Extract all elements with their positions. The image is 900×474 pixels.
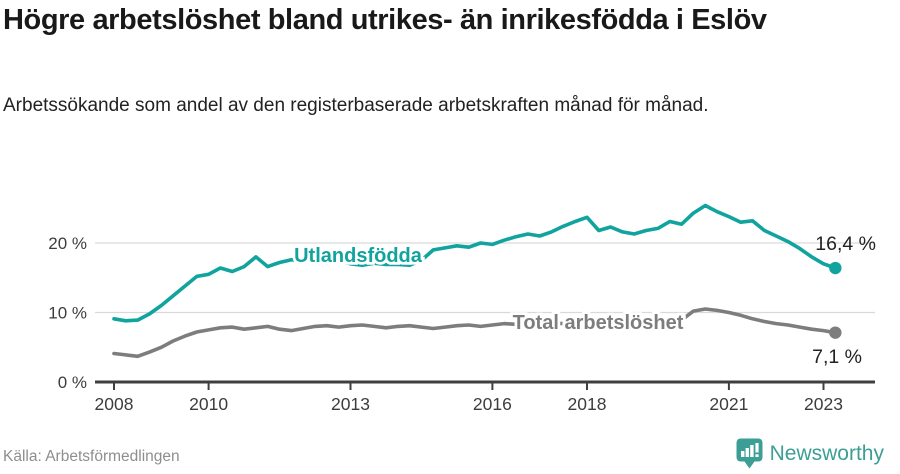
x-tick-label: 2016 <box>473 394 512 414</box>
series-label-utlandsfodda: Utlandsfödda <box>294 245 423 267</box>
page-subtitle: Arbetssökande som andel av den registerb… <box>3 95 709 116</box>
source-note: Källa: Arbetsförmedlingen <box>3 448 180 465</box>
page-title: Högre arbetslöshet bland utrikes- än inr… <box>3 4 767 36</box>
x-tick-label: 2008 <box>95 394 134 414</box>
x-tick-label: 2010 <box>189 394 228 414</box>
series-end-dot-total <box>829 326 842 339</box>
y-tick-label: 10 % <box>48 304 87 323</box>
y-tick-label: 20 % <box>48 234 87 253</box>
bar-chart-bar-2 <box>745 448 749 457</box>
x-tick-label: 2021 <box>709 394 748 414</box>
series-line-total <box>112 307 838 359</box>
unemployment-line-chart: 0 % 10 % 20 % 2008 2010 2013 2016 2018 2021 2023 U… <box>48 203 876 414</box>
series-label-total: Total arbetslöshet <box>513 312 684 334</box>
newsworthy-logo: Newsworthy <box>736 438 884 469</box>
bar-chart-bar-3 <box>749 445 754 457</box>
series-line-utlandsfodda <box>112 203 838 323</box>
y-tick-label: 0 % <box>58 373 87 392</box>
bar-chart-bar-1 <box>740 451 745 457</box>
end-value-label-total: 7,1 % <box>812 346 862 368</box>
series-end-dot-utlandsfodda <box>829 261 842 275</box>
end-value-label-utlandsfodda: 16,4 % <box>815 233 876 255</box>
x-tick-label: 2018 <box>568 394 607 414</box>
x-tick-label: 2023 <box>804 394 843 414</box>
newsworthy-logo-icon <box>736 438 763 469</box>
x-tick-label: 2013 <box>331 394 370 414</box>
exclamation-dot <box>755 454 759 457</box>
newsworthy-logo-text: Newsworthy <box>769 441 884 465</box>
exclamation-stem <box>755 443 759 453</box>
